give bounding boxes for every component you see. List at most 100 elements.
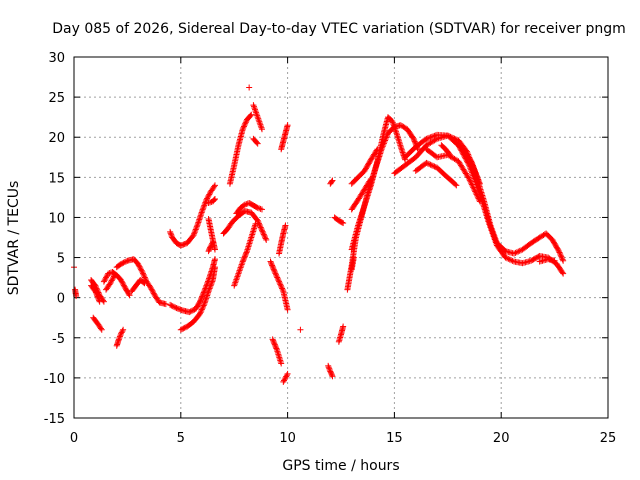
data-point bbox=[109, 276, 116, 283]
grid bbox=[74, 57, 608, 418]
data-point bbox=[167, 301, 174, 308]
data-point bbox=[118, 278, 125, 285]
data-point bbox=[452, 181, 459, 188]
data-point bbox=[555, 248, 562, 255]
data-point bbox=[511, 250, 518, 257]
axis-ticks: 0 5 10 15 20 25 -15 -10 -5 0 5 10 15 20 25 30 bbox=[44, 51, 617, 446]
data-point bbox=[117, 277, 124, 284]
data-point bbox=[476, 179, 483, 186]
data-point bbox=[123, 258, 130, 265]
data-point bbox=[242, 119, 249, 126]
data-point bbox=[116, 333, 123, 340]
data-point bbox=[340, 323, 347, 330]
data-point bbox=[186, 309, 193, 316]
data-point bbox=[168, 233, 175, 240]
data-point bbox=[470, 184, 477, 191]
data-point bbox=[177, 326, 184, 333]
data-point bbox=[281, 376, 288, 383]
data-point bbox=[472, 169, 479, 176]
data-point bbox=[476, 180, 483, 187]
data-point bbox=[206, 199, 213, 206]
data-point bbox=[475, 177, 482, 184]
data-point bbox=[193, 225, 200, 232]
data-point bbox=[509, 257, 516, 264]
data-point bbox=[274, 275, 281, 282]
data-point bbox=[426, 161, 433, 168]
data-point bbox=[211, 195, 218, 202]
data-point bbox=[271, 341, 278, 348]
data-point bbox=[560, 270, 567, 277]
data-point bbox=[272, 344, 279, 351]
data-point bbox=[328, 178, 335, 185]
data-point bbox=[468, 180, 475, 187]
data-point bbox=[168, 302, 175, 309]
data-point bbox=[257, 224, 264, 231]
data-point bbox=[258, 225, 265, 232]
data-point bbox=[428, 133, 435, 140]
data-point bbox=[197, 309, 204, 316]
data-point bbox=[115, 336, 122, 343]
data-point bbox=[96, 297, 103, 304]
x-tick-label: 25 bbox=[600, 431, 617, 446]
data-point bbox=[201, 201, 208, 208]
data-point bbox=[559, 256, 566, 263]
x-tick-label: 10 bbox=[279, 431, 296, 446]
data-point bbox=[281, 377, 288, 384]
x-tick-label: 20 bbox=[493, 431, 510, 446]
data-point bbox=[430, 133, 437, 140]
data-point bbox=[252, 220, 259, 227]
data-point bbox=[200, 203, 207, 210]
data-point bbox=[208, 241, 215, 248]
data-point bbox=[557, 250, 564, 257]
data-point bbox=[256, 205, 263, 212]
data-point bbox=[326, 367, 333, 374]
data-point bbox=[95, 294, 102, 301]
data-point bbox=[141, 273, 148, 280]
data-point bbox=[551, 257, 558, 264]
data-point bbox=[209, 239, 216, 246]
y-tick-label: 20 bbox=[48, 131, 65, 146]
data-point bbox=[329, 177, 336, 184]
data-point bbox=[469, 182, 476, 189]
data-point bbox=[277, 281, 284, 288]
data-point bbox=[513, 249, 520, 256]
data-point bbox=[263, 236, 270, 243]
data-point bbox=[284, 370, 291, 377]
x-tick-label: 5 bbox=[177, 431, 185, 446]
data-point bbox=[262, 234, 269, 241]
data-point bbox=[203, 196, 210, 203]
data-point bbox=[411, 137, 418, 144]
data-point bbox=[270, 337, 277, 344]
data-point bbox=[474, 173, 481, 180]
data-point bbox=[241, 122, 248, 129]
data-point bbox=[140, 271, 147, 278]
data-point bbox=[100, 278, 107, 285]
data-point bbox=[135, 262, 142, 269]
data-point bbox=[474, 175, 481, 182]
data-point bbox=[256, 221, 263, 228]
data-point bbox=[240, 255, 247, 262]
data-point bbox=[474, 192, 481, 199]
data-point bbox=[277, 282, 284, 289]
data-point bbox=[470, 163, 477, 170]
data-point bbox=[279, 285, 286, 292]
data-point bbox=[200, 302, 207, 309]
y-tick-label: 0 bbox=[57, 292, 65, 307]
data-point bbox=[260, 230, 267, 237]
data-point bbox=[472, 168, 479, 175]
data-point bbox=[139, 268, 146, 275]
data-point bbox=[350, 254, 357, 261]
data-point bbox=[107, 280, 114, 287]
data-point bbox=[198, 306, 205, 313]
data-point bbox=[276, 279, 283, 286]
data-point bbox=[118, 329, 125, 336]
data-point bbox=[167, 228, 174, 235]
data-point bbox=[556, 249, 563, 256]
data-point bbox=[423, 135, 430, 142]
data-point bbox=[206, 191, 213, 198]
data-point bbox=[119, 260, 126, 267]
data-point bbox=[191, 229, 198, 236]
data-point bbox=[468, 158, 475, 165]
data-point bbox=[125, 291, 132, 298]
data-point bbox=[105, 270, 112, 277]
